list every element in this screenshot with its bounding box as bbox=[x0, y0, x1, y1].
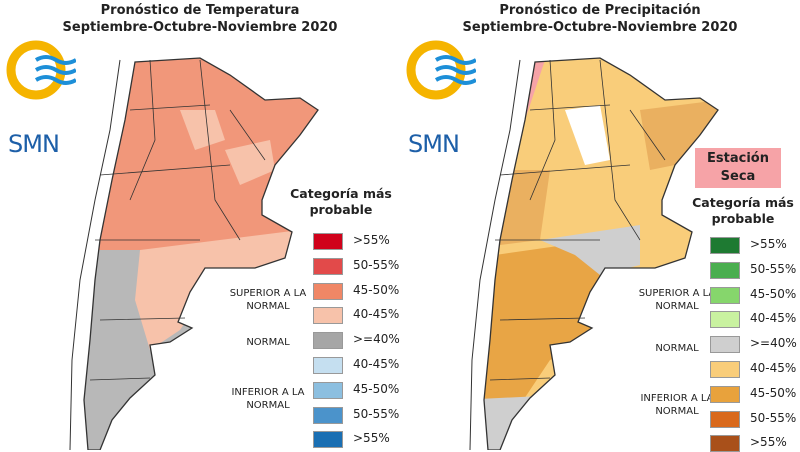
legend-swatch bbox=[710, 311, 740, 329]
legend-label: >=40% bbox=[353, 332, 400, 347]
legend-label: 45-50% bbox=[353, 282, 400, 297]
legend-label: 50-55% bbox=[750, 261, 797, 276]
legend-label: 45-50% bbox=[750, 385, 797, 400]
category-inferior: INFERIOR A LA NORMAL bbox=[231, 387, 305, 411]
logo-text: SMN bbox=[8, 130, 60, 158]
category-superior: SUPERIOR A LA NORMAL bbox=[229, 288, 307, 312]
legend-label: 50-55% bbox=[353, 406, 400, 421]
normal-region bbox=[540, 225, 640, 275]
category-superior: SUPERIOR A LA NORMAL bbox=[638, 288, 716, 312]
temperature-map bbox=[69, 57, 319, 450]
legend-swatch bbox=[710, 385, 740, 403]
logo-text: SMN bbox=[408, 130, 460, 158]
temperature-forecast-panel: Pronóstico de Temperatura Septiembre-Oct… bbox=[0, 0, 400, 450]
inferior-45-50-region bbox=[484, 240, 630, 450]
no-data-region bbox=[565, 105, 610, 165]
precipitation-title: Pronóstico de Precipitación Septiembre-O… bbox=[400, 2, 800, 36]
legend-swatch bbox=[710, 336, 740, 354]
legend-swatch bbox=[710, 410, 740, 428]
legend-swatch bbox=[313, 431, 343, 449]
legend-label: 40-45% bbox=[750, 361, 797, 375]
title-line1: Pronóstico de Precipitación bbox=[499, 3, 701, 18]
legend-label: >55% bbox=[353, 233, 390, 247]
chile-coastline bbox=[69, 59, 121, 450]
legend-swatch bbox=[313, 307, 343, 325]
legend-swatch bbox=[313, 257, 343, 275]
legend-label: >55% bbox=[750, 237, 787, 251]
legend-label: >=40% bbox=[750, 336, 797, 351]
legend-label: 50-55% bbox=[750, 410, 797, 425]
legend-label: 45-50% bbox=[353, 381, 400, 396]
legend-swatch bbox=[710, 237, 740, 254]
legend-title: Categoría más probable bbox=[692, 195, 794, 226]
category-normal: NORMAL bbox=[655, 343, 699, 354]
title-line2: Septiembre-Octubre-Noviembre 2020 bbox=[62, 20, 338, 35]
legend-label: 40-45% bbox=[353, 307, 400, 322]
legend-swatch bbox=[710, 286, 740, 304]
legend-label: >55% bbox=[750, 435, 787, 450]
precipitation-map bbox=[469, 57, 719, 450]
smn-logo: SMN bbox=[6, 38, 78, 158]
legend-swatch bbox=[313, 381, 343, 399]
title-line2: Septiembre-Octubre-Noviembre 2020 bbox=[462, 20, 738, 35]
category-inferior: INFERIOR A LA NORMAL bbox=[640, 393, 714, 417]
legend-swatch bbox=[313, 282, 343, 300]
smn-logo: SMN bbox=[406, 38, 478, 158]
precipitation-forecast-panel: Pronóstico de Precipitación Septiembre-O… bbox=[400, 0, 800, 452]
legend-label: 45-50% bbox=[750, 286, 797, 301]
legend-swatch bbox=[313, 357, 343, 374]
legend-label: >55% bbox=[353, 431, 390, 446]
legend-label: 50-55% bbox=[353, 257, 400, 272]
legend-title: Categoría más probable bbox=[290, 186, 392, 217]
legend-swatch bbox=[710, 261, 740, 279]
temperature-title: Pronóstico de Temperatura Septiembre-Oct… bbox=[0, 2, 400, 36]
category-normal: NORMAL bbox=[246, 337, 290, 348]
legend-label: 40-45% bbox=[353, 357, 400, 371]
dry-season-label: Estación Seca bbox=[695, 148, 781, 188]
legend-swatch bbox=[313, 406, 343, 424]
legend-swatch bbox=[313, 332, 343, 350]
legend-label: 40-45% bbox=[750, 311, 797, 326]
title-line1: Pronóstico de Temperatura bbox=[100, 3, 300, 18]
legend-swatch bbox=[313, 233, 343, 250]
province-borders bbox=[89, 59, 266, 381]
legend-swatch bbox=[710, 361, 740, 378]
